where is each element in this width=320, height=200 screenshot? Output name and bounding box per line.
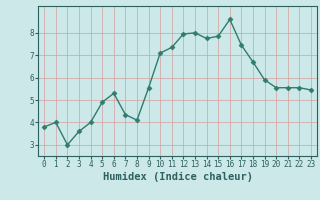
X-axis label: Humidex (Indice chaleur): Humidex (Indice chaleur)	[103, 172, 252, 182]
